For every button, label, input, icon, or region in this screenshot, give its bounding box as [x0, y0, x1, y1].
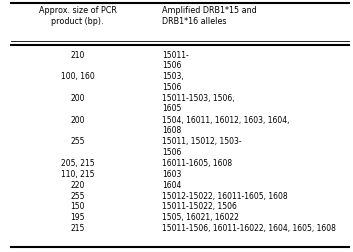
- Text: 210: 210: [71, 50, 85, 59]
- Text: 255: 255: [70, 137, 85, 146]
- Text: 16011-1605, 1608: 16011-1605, 1608: [162, 159, 233, 167]
- Text: 1603: 1603: [162, 169, 182, 178]
- Text: 1505, 16021, 16022: 1505, 16021, 16022: [162, 212, 239, 221]
- Text: 15011-1503, 1506,
1605: 15011-1503, 1506, 1605: [162, 93, 235, 113]
- Text: 100, 160: 100, 160: [61, 72, 95, 81]
- Text: Approx. size of PCR
product (bp).: Approx. size of PCR product (bp).: [39, 6, 116, 26]
- Text: 1604: 1604: [162, 180, 182, 189]
- Text: 1504, 16011, 16012, 1603, 1604,
1608: 1504, 16011, 16012, 1603, 1604, 1608: [162, 115, 290, 135]
- Text: 255: 255: [70, 191, 85, 200]
- Text: 1503,
1506: 1503, 1506: [162, 72, 184, 91]
- Text: 15011, 15012, 1503-
1506: 15011, 15012, 1503- 1506: [162, 137, 242, 156]
- Text: 215: 215: [71, 223, 85, 232]
- Text: 15012-15022, 16011-1605, 1608: 15012-15022, 16011-1605, 1608: [162, 191, 288, 200]
- Text: 150: 150: [70, 202, 85, 211]
- Text: 110, 215: 110, 215: [61, 169, 94, 178]
- Text: Amplified DRB1*15 and
DRB1*16 alleles: Amplified DRB1*15 and DRB1*16 alleles: [162, 6, 257, 26]
- Text: 15011-
1506: 15011- 1506: [162, 50, 189, 70]
- Text: 15011-1506, 16011-16022, 1604, 1605, 1608: 15011-1506, 16011-16022, 1604, 1605, 160…: [162, 223, 336, 232]
- Text: 205, 215: 205, 215: [61, 159, 95, 167]
- Text: 15011-15022, 1506: 15011-15022, 1506: [162, 202, 237, 211]
- Text: 220: 220: [71, 180, 85, 189]
- Text: 195: 195: [70, 212, 85, 221]
- Text: 200: 200: [70, 93, 85, 103]
- Text: 200: 200: [70, 115, 85, 124]
